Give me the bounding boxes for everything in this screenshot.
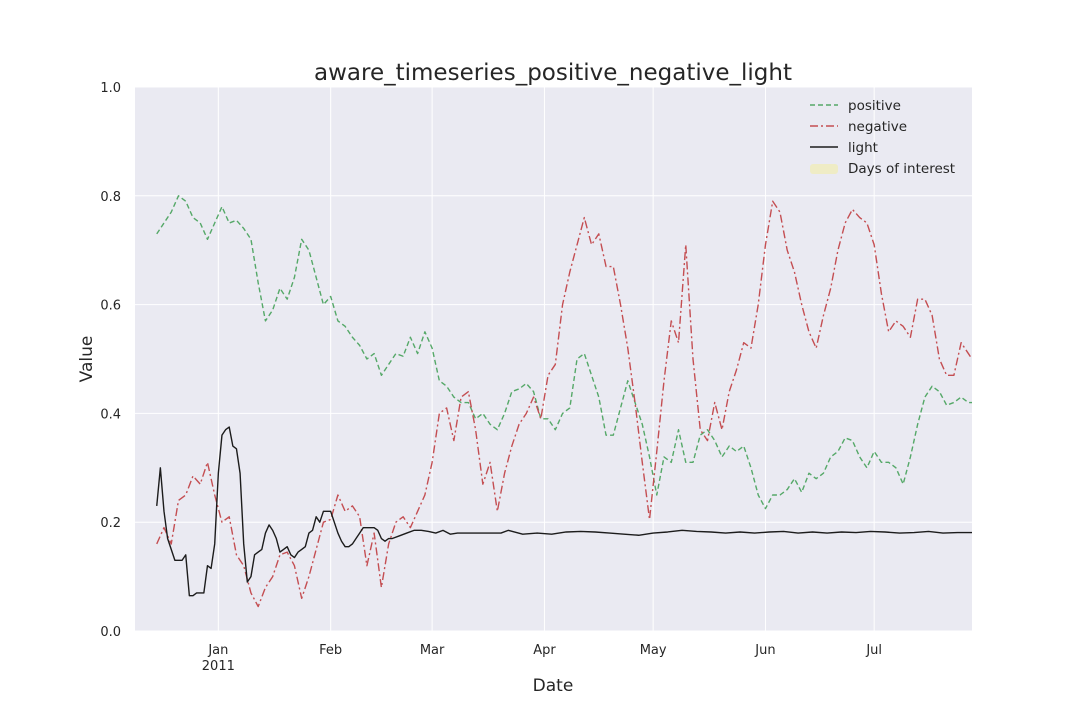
y-tick-label: 0.4 (100, 407, 121, 422)
x-tick-sublabel: 2011 (202, 659, 235, 674)
legend: positive negative light Days of interest (810, 98, 955, 177)
series-line-light (156, 426, 972, 597)
series-layer (156, 195, 973, 608)
plot-background (135, 87, 972, 631)
series-line-negative (156, 200, 973, 608)
y-tick-label: 1.0 (100, 81, 121, 96)
x-tick-label: Jan (207, 643, 228, 658)
y-tick-label: 0.6 (100, 299, 121, 314)
y-axis-title: Value (77, 336, 97, 383)
x-tick-label: Mar (420, 643, 445, 658)
x-tick-label: Jun (754, 643, 775, 658)
x-tick-label: Feb (319, 643, 342, 658)
chart-title: aware_timeseries_positive_negative_light (314, 60, 792, 86)
x-tick-label: Jul (865, 643, 882, 658)
legend-label: positive (848, 98, 901, 114)
legend-label: Days of interest (848, 161, 955, 177)
grid (135, 86, 972, 632)
x-tick-label: May (640, 643, 667, 658)
legend-label: negative (848, 119, 907, 135)
x-tick-label: Apr (533, 643, 556, 658)
series-line-positive (156, 195, 972, 510)
legend-swatch-days-of-interest (810, 164, 838, 174)
y-tick-label: 0.8 (100, 190, 121, 205)
y-tick-label: 0.2 (100, 516, 121, 531)
y-tick-label: 0.0 (100, 625, 121, 640)
x-axis-title: Date (533, 676, 574, 696)
legend-label: light (848, 140, 878, 156)
